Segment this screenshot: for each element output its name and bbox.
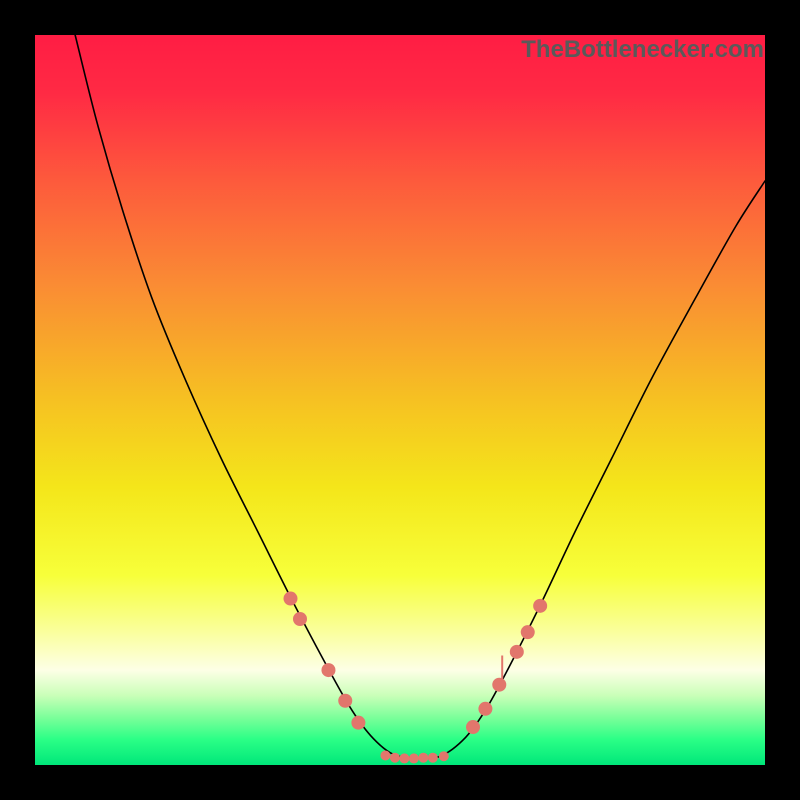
data-point xyxy=(521,625,535,639)
data-point xyxy=(284,592,298,606)
data-point xyxy=(466,720,480,734)
data-point xyxy=(492,678,506,692)
data-point xyxy=(409,753,419,763)
data-point xyxy=(399,753,409,763)
data-point xyxy=(418,753,428,763)
data-point xyxy=(321,663,335,677)
data-point xyxy=(439,751,449,761)
bottleneck-chart xyxy=(0,0,800,800)
data-point xyxy=(380,751,390,761)
data-point xyxy=(478,702,492,716)
data-point xyxy=(351,716,365,730)
plot-heatmap-background xyxy=(35,35,765,765)
data-point xyxy=(428,753,438,763)
data-point xyxy=(390,753,400,763)
data-point xyxy=(533,599,547,613)
data-point xyxy=(510,645,524,659)
data-point xyxy=(293,612,307,626)
data-point xyxy=(338,694,352,708)
